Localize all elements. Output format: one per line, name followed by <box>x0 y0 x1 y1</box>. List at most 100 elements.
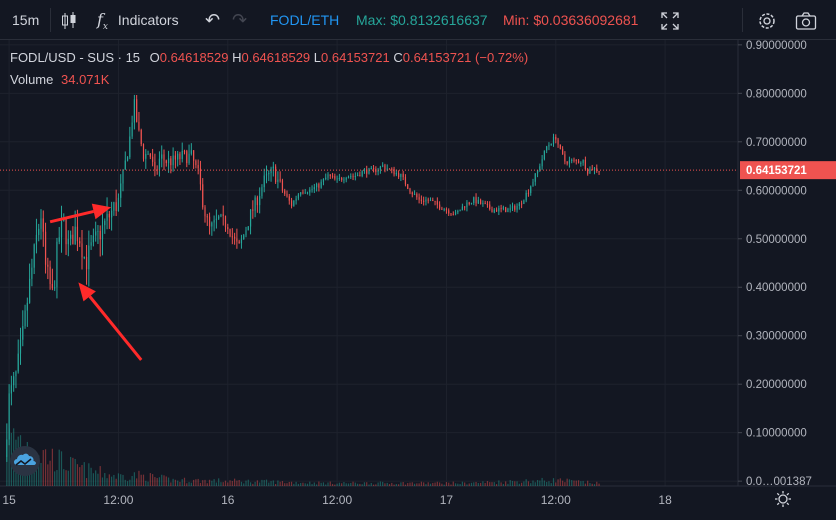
volume-bar <box>466 484 468 486</box>
volume-bar <box>525 479 527 486</box>
volume-bar <box>104 473 106 486</box>
redo-icon[interactable]: ↷ <box>232 10 248 30</box>
price-chart[interactable]: 0.90000000 0.80000000 0.70000000 0.60000000… <box>0 40 836 520</box>
volume-bar <box>293 483 295 486</box>
candle-body <box>31 267 33 279</box>
candle-body <box>76 226 79 242</box>
volume-bar <box>398 484 400 486</box>
volume-bar <box>459 483 461 486</box>
camera-icon[interactable] <box>795 0 817 40</box>
volume-bar <box>279 481 281 486</box>
candle-body <box>329 174 331 176</box>
volume-bar <box>345 483 347 486</box>
candle-body <box>163 154 165 161</box>
volume-bar <box>247 479 249 486</box>
volume-bar <box>546 481 548 486</box>
volume-bar <box>527 481 530 486</box>
candle-body <box>290 200 293 206</box>
volume-bar <box>213 479 215 486</box>
volume-bar <box>297 483 299 486</box>
volume-bar <box>295 481 297 486</box>
toolbar-separator <box>50 8 51 32</box>
volume-bar <box>90 467 92 486</box>
volume-bar <box>227 482 229 486</box>
volume-bar <box>124 479 126 486</box>
candle-body <box>420 199 422 201</box>
volume-bar <box>411 482 413 486</box>
candle-body <box>215 218 217 220</box>
volume-bar <box>174 479 176 486</box>
volume-bar <box>120 474 122 486</box>
undo-icon[interactable]: ↶ <box>205 10 221 30</box>
candle-body <box>95 231 97 236</box>
volume-bar <box>388 484 391 486</box>
candle-body <box>525 192 527 201</box>
candle-body <box>507 208 509 213</box>
candles-icon[interactable] <box>60 0 78 40</box>
candle-body <box>188 153 190 164</box>
tradingview-logo[interactable] <box>10 446 40 476</box>
candle-body <box>441 208 443 210</box>
candle-body <box>186 151 188 164</box>
candle-body <box>174 155 176 160</box>
volume-bar <box>252 483 254 486</box>
price-tick-label: 0.70000000 <box>746 137 807 149</box>
volume-bar <box>140 474 142 486</box>
candle-body <box>129 136 131 158</box>
volume-bar <box>284 483 286 486</box>
candle-body <box>493 209 495 213</box>
volume-bar <box>523 481 525 486</box>
candle-body <box>42 218 44 232</box>
volume-bar <box>204 479 206 486</box>
candle-body <box>489 204 491 210</box>
scale-settings-icon[interactable] <box>774 490 792 513</box>
volume-bar <box>407 483 409 486</box>
volume-bar <box>60 451 63 486</box>
candle-body <box>443 209 445 211</box>
candle-body <box>568 160 571 164</box>
volume-bar <box>38 455 40 486</box>
volume-bar <box>518 483 520 486</box>
volume-bar <box>35 464 38 486</box>
candle-body <box>345 178 347 180</box>
volume-bar <box>593 484 596 486</box>
volume-bar <box>249 482 252 486</box>
candle-body <box>106 213 108 221</box>
settings-icon[interactable] <box>757 0 777 40</box>
candle-body <box>559 144 561 149</box>
volume-bar <box>309 481 311 486</box>
candle-body <box>530 186 532 193</box>
candle-body <box>117 197 120 211</box>
volume-bar <box>507 483 509 486</box>
candle-body <box>331 175 334 177</box>
candle-body <box>138 121 140 130</box>
candle-body <box>247 226 249 231</box>
candle-body <box>470 202 473 204</box>
candle-body <box>40 218 42 229</box>
indicators-button[interactable]: fx Indicators <box>97 0 179 40</box>
volume-bar <box>167 477 170 486</box>
volume-bar <box>550 483 552 486</box>
candle-body <box>543 150 545 160</box>
candle-body <box>38 228 40 235</box>
volume-bar <box>336 483 338 486</box>
volume-bar <box>548 481 550 486</box>
candle-body <box>172 155 174 166</box>
volume-bar <box>375 484 377 486</box>
volume-bar <box>514 481 516 486</box>
interval-button[interactable]: 15m <box>12 12 40 28</box>
candle-body <box>158 158 161 170</box>
candle-body <box>477 199 479 204</box>
candle-body <box>97 230 99 232</box>
volume-bar <box>521 482 523 486</box>
time-tick-label: 12:00 <box>541 493 571 507</box>
volume-bar <box>379 481 381 486</box>
fullscreen-icon[interactable] <box>660 0 680 40</box>
change-value: (−0.72%) <box>475 50 529 65</box>
volume-bar <box>566 478 568 486</box>
volume-bar <box>530 483 532 486</box>
volume-bar <box>268 482 270 486</box>
candle-body <box>550 144 552 146</box>
pair-label[interactable]: FODL/ETH <box>270 12 340 28</box>
candle-body <box>347 176 350 179</box>
